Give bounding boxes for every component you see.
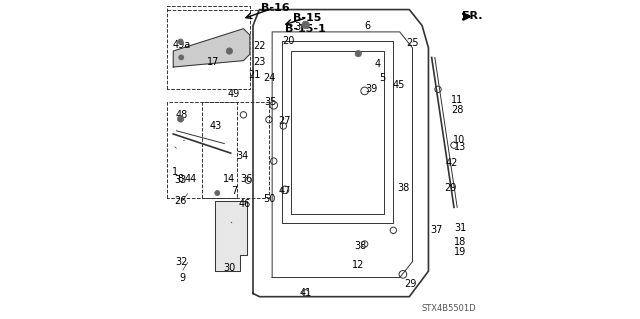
Text: 46: 46 [239, 199, 251, 209]
Circle shape [177, 116, 184, 122]
Text: 17: 17 [207, 57, 220, 67]
Text: 43: 43 [209, 121, 221, 131]
Text: 4: 4 [374, 59, 381, 69]
Text: 20: 20 [282, 36, 294, 47]
Text: 49a: 49a [172, 40, 190, 50]
Text: 22: 22 [253, 41, 266, 51]
Circle shape [215, 190, 220, 196]
Text: 23: 23 [253, 57, 266, 67]
Text: FR.: FR. [462, 11, 483, 21]
Text: 3: 3 [294, 22, 301, 32]
Text: 48: 48 [175, 110, 188, 120]
Text: 34: 34 [237, 151, 249, 161]
Text: 26: 26 [174, 196, 186, 206]
Text: 5: 5 [379, 73, 385, 83]
Circle shape [226, 48, 232, 54]
Text: 11: 11 [451, 95, 463, 106]
Text: 25: 25 [406, 38, 419, 48]
Text: 29: 29 [404, 279, 417, 289]
Text: 38: 38 [397, 183, 410, 193]
Text: 18: 18 [454, 237, 467, 248]
Text: 10: 10 [452, 135, 465, 145]
Text: 44: 44 [185, 174, 197, 184]
Circle shape [355, 50, 362, 57]
Text: 41: 41 [300, 288, 312, 299]
Text: 21: 21 [248, 70, 260, 80]
Text: 39: 39 [365, 84, 378, 94]
Text: 13: 13 [454, 142, 467, 152]
Text: 9: 9 [179, 272, 185, 283]
Text: 12: 12 [352, 260, 364, 270]
Text: 31: 31 [454, 223, 467, 233]
Text: 42: 42 [445, 158, 458, 168]
Text: 24: 24 [263, 73, 275, 83]
Text: 32: 32 [175, 256, 188, 267]
Text: 30: 30 [223, 263, 236, 273]
Text: 36: 36 [241, 174, 253, 184]
Text: 33: 33 [174, 175, 186, 185]
Text: STX4B5501D: STX4B5501D [422, 304, 476, 313]
Text: 47: 47 [278, 186, 291, 197]
Text: 45: 45 [393, 79, 405, 90]
Text: 19: 19 [454, 247, 467, 257]
Text: 29: 29 [445, 183, 457, 193]
Polygon shape [173, 29, 250, 67]
Text: 38: 38 [355, 241, 367, 251]
Circle shape [178, 39, 183, 44]
Circle shape [302, 21, 310, 29]
Text: 14: 14 [223, 174, 236, 184]
Text: 35: 35 [264, 97, 276, 107]
Polygon shape [215, 201, 246, 271]
Text: B-15-1: B-15-1 [285, 24, 326, 34]
Text: 49: 49 [228, 89, 240, 99]
Circle shape [179, 55, 184, 60]
Text: B-15: B-15 [293, 12, 321, 23]
Text: 7: 7 [231, 186, 237, 197]
Text: 50: 50 [263, 194, 275, 204]
Text: 27: 27 [278, 116, 291, 126]
Text: 6: 6 [365, 20, 371, 31]
Text: 28: 28 [452, 105, 464, 115]
Text: 8: 8 [177, 174, 184, 184]
Text: 37: 37 [430, 225, 442, 235]
Text: 1: 1 [172, 167, 178, 177]
Text: B-16: B-16 [261, 3, 290, 13]
